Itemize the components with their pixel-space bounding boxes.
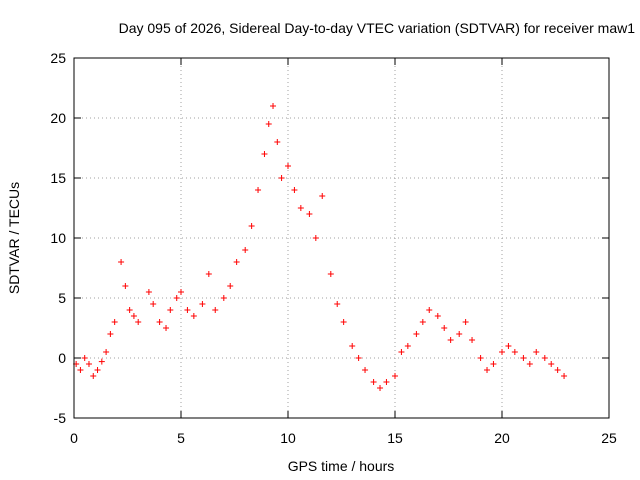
data-point [447,337,454,343]
data-point [306,211,313,217]
data-point [77,367,84,373]
data-point [383,379,390,385]
data-point [327,271,334,277]
x-tick-label: 20 [494,430,510,446]
data-point [533,349,540,355]
data-point [261,151,268,157]
data-point [81,355,88,361]
data-point [163,325,170,331]
data-point [469,337,476,343]
data-point [526,361,533,367]
data-point [441,325,448,331]
data-point [355,355,362,361]
y-tick-label: 20 [50,110,66,126]
data-point [242,247,249,253]
x-tick-label: 0 [70,430,78,446]
x-tick-label: 5 [177,430,185,446]
data-point [103,349,110,355]
data-point [212,307,219,313]
data-point [398,349,405,355]
data-point [156,319,163,325]
data-point [85,361,92,367]
data-point [248,223,255,229]
data-point [413,331,420,337]
data-point [205,271,212,277]
data-point [122,283,129,289]
data-point [426,307,433,313]
data-point [118,259,125,265]
data-point [220,295,227,301]
data-point [541,355,548,361]
data-point [199,301,206,307]
data-point [561,373,568,379]
data-point [505,343,512,349]
data-point [377,385,384,391]
data-point [370,379,377,385]
data-point [297,205,304,211]
data-point [233,259,240,265]
data-point [554,367,561,373]
data-point [334,301,341,307]
data-point [548,361,555,367]
data-point [255,187,262,193]
data-point [484,367,491,373]
x-axis-label: GPS time / hours [288,458,395,474]
data-point [94,367,101,373]
data-point [265,121,272,127]
y-tick-label: -5 [54,410,67,426]
data-point [135,319,142,325]
y-axis-label: SDTVAR / TECUs [6,182,22,294]
data-point [362,367,369,373]
data-point [90,373,97,379]
data-point [130,313,137,319]
data-point [477,355,484,361]
data-point [270,103,277,109]
data-point [520,355,527,361]
data-point [404,343,411,349]
data-points [73,103,568,391]
data-point [227,283,234,289]
data-point [184,307,191,313]
y-tick-label: 5 [58,290,66,306]
data-point [98,358,105,365]
data-point [145,289,152,295]
chart-title: Day 095 of 2026, Sidereal Day-to-day VTE… [119,20,636,36]
data-point [126,307,133,313]
data-point [490,361,497,367]
data-point [107,331,114,337]
data-point [319,193,326,199]
data-point [349,343,356,349]
y-tick-label: 25 [50,50,66,66]
x-tick-label: 10 [280,430,296,446]
data-point [150,301,157,307]
data-point [462,319,469,325]
data-point [274,139,281,145]
grid-lines [74,58,609,418]
data-point [419,319,426,325]
x-tick-label: 25 [601,430,617,446]
data-point [173,295,180,301]
data-point [340,319,347,325]
data-point [312,235,319,241]
y-tick-label: 0 [58,350,66,366]
data-point [392,373,398,379]
data-point [111,319,118,325]
data-point [434,313,441,319]
data-point [278,175,285,181]
data-point [167,307,174,313]
y-tick-label: 15 [50,170,66,186]
data-point [190,313,197,319]
data-point [178,289,184,295]
data-point [499,349,505,355]
x-tick-label: 15 [387,430,403,446]
data-point [511,349,518,355]
data-point [291,187,298,193]
y-tick-label: 10 [50,230,66,246]
data-point [456,331,463,337]
data-point [285,163,291,169]
